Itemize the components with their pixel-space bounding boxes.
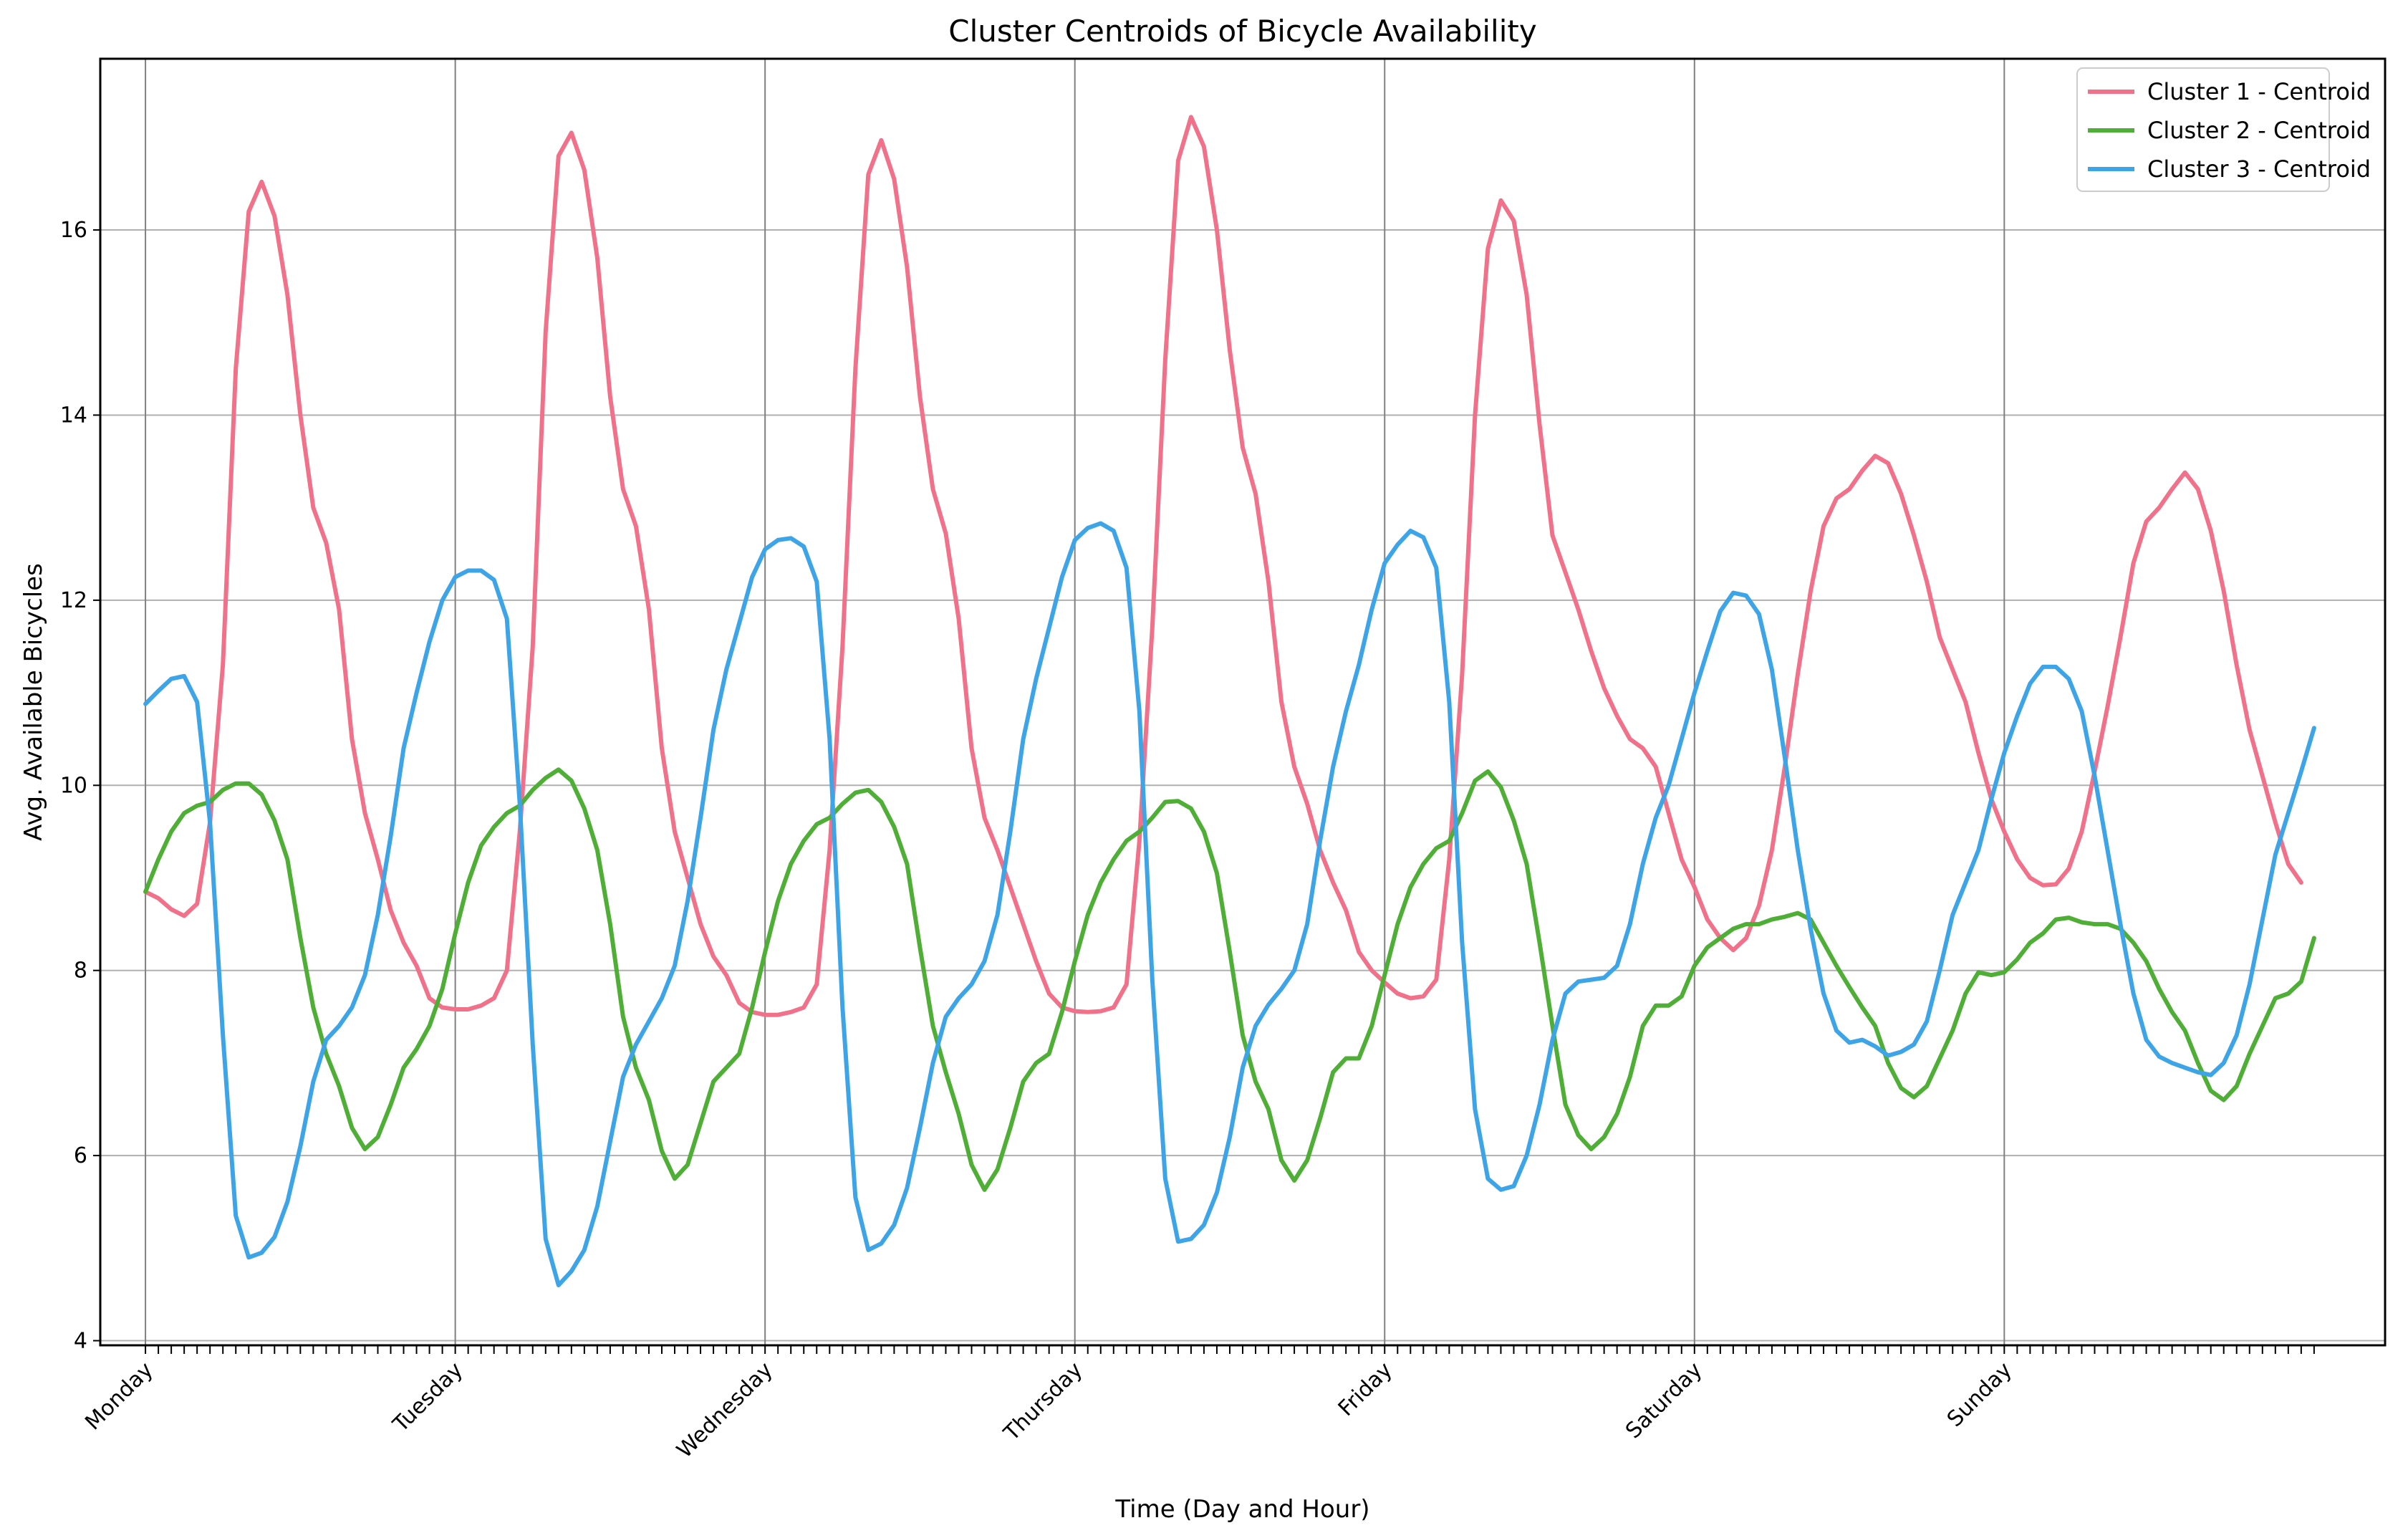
legend: Cluster 1 - Centroid Cluster 2 - Centroid… (2076, 67, 2371, 192)
y-tick-label: 8 (74, 958, 87, 984)
y-axis-label: Avg. Available Bicycles (19, 563, 48, 841)
legend-label: Cluster 1 - Centroid (2147, 78, 2371, 105)
y-tick-label: 12 (60, 588, 87, 613)
series-layer (143, 115, 2316, 1287)
legend-label: Cluster 2 - Centroid (2147, 117, 2371, 144)
series-line-cluster-1 (143, 115, 2303, 1017)
y-tick-label: 6 (74, 1143, 87, 1168)
legend-label: Cluster 3 - Centroid (2147, 155, 2371, 183)
series-line-cluster-2 (143, 767, 2316, 1192)
y-tick-label: 16 (60, 218, 87, 243)
x-axis-label: Time (Day and Hour) (1114, 1495, 1369, 1524)
y-tick-label: 10 (60, 773, 87, 798)
chart-title: Cluster Centroids of Bicycle Availabilit… (948, 14, 1536, 49)
y-tick-label: 14 (60, 403, 87, 428)
y-tick-label: 4 (74, 1329, 87, 1354)
plot-area-frame (99, 57, 2387, 1347)
grid-layer (100, 59, 2385, 1345)
series-line-cluster-3 (143, 521, 2316, 1287)
legend-box (2076, 67, 2330, 192)
